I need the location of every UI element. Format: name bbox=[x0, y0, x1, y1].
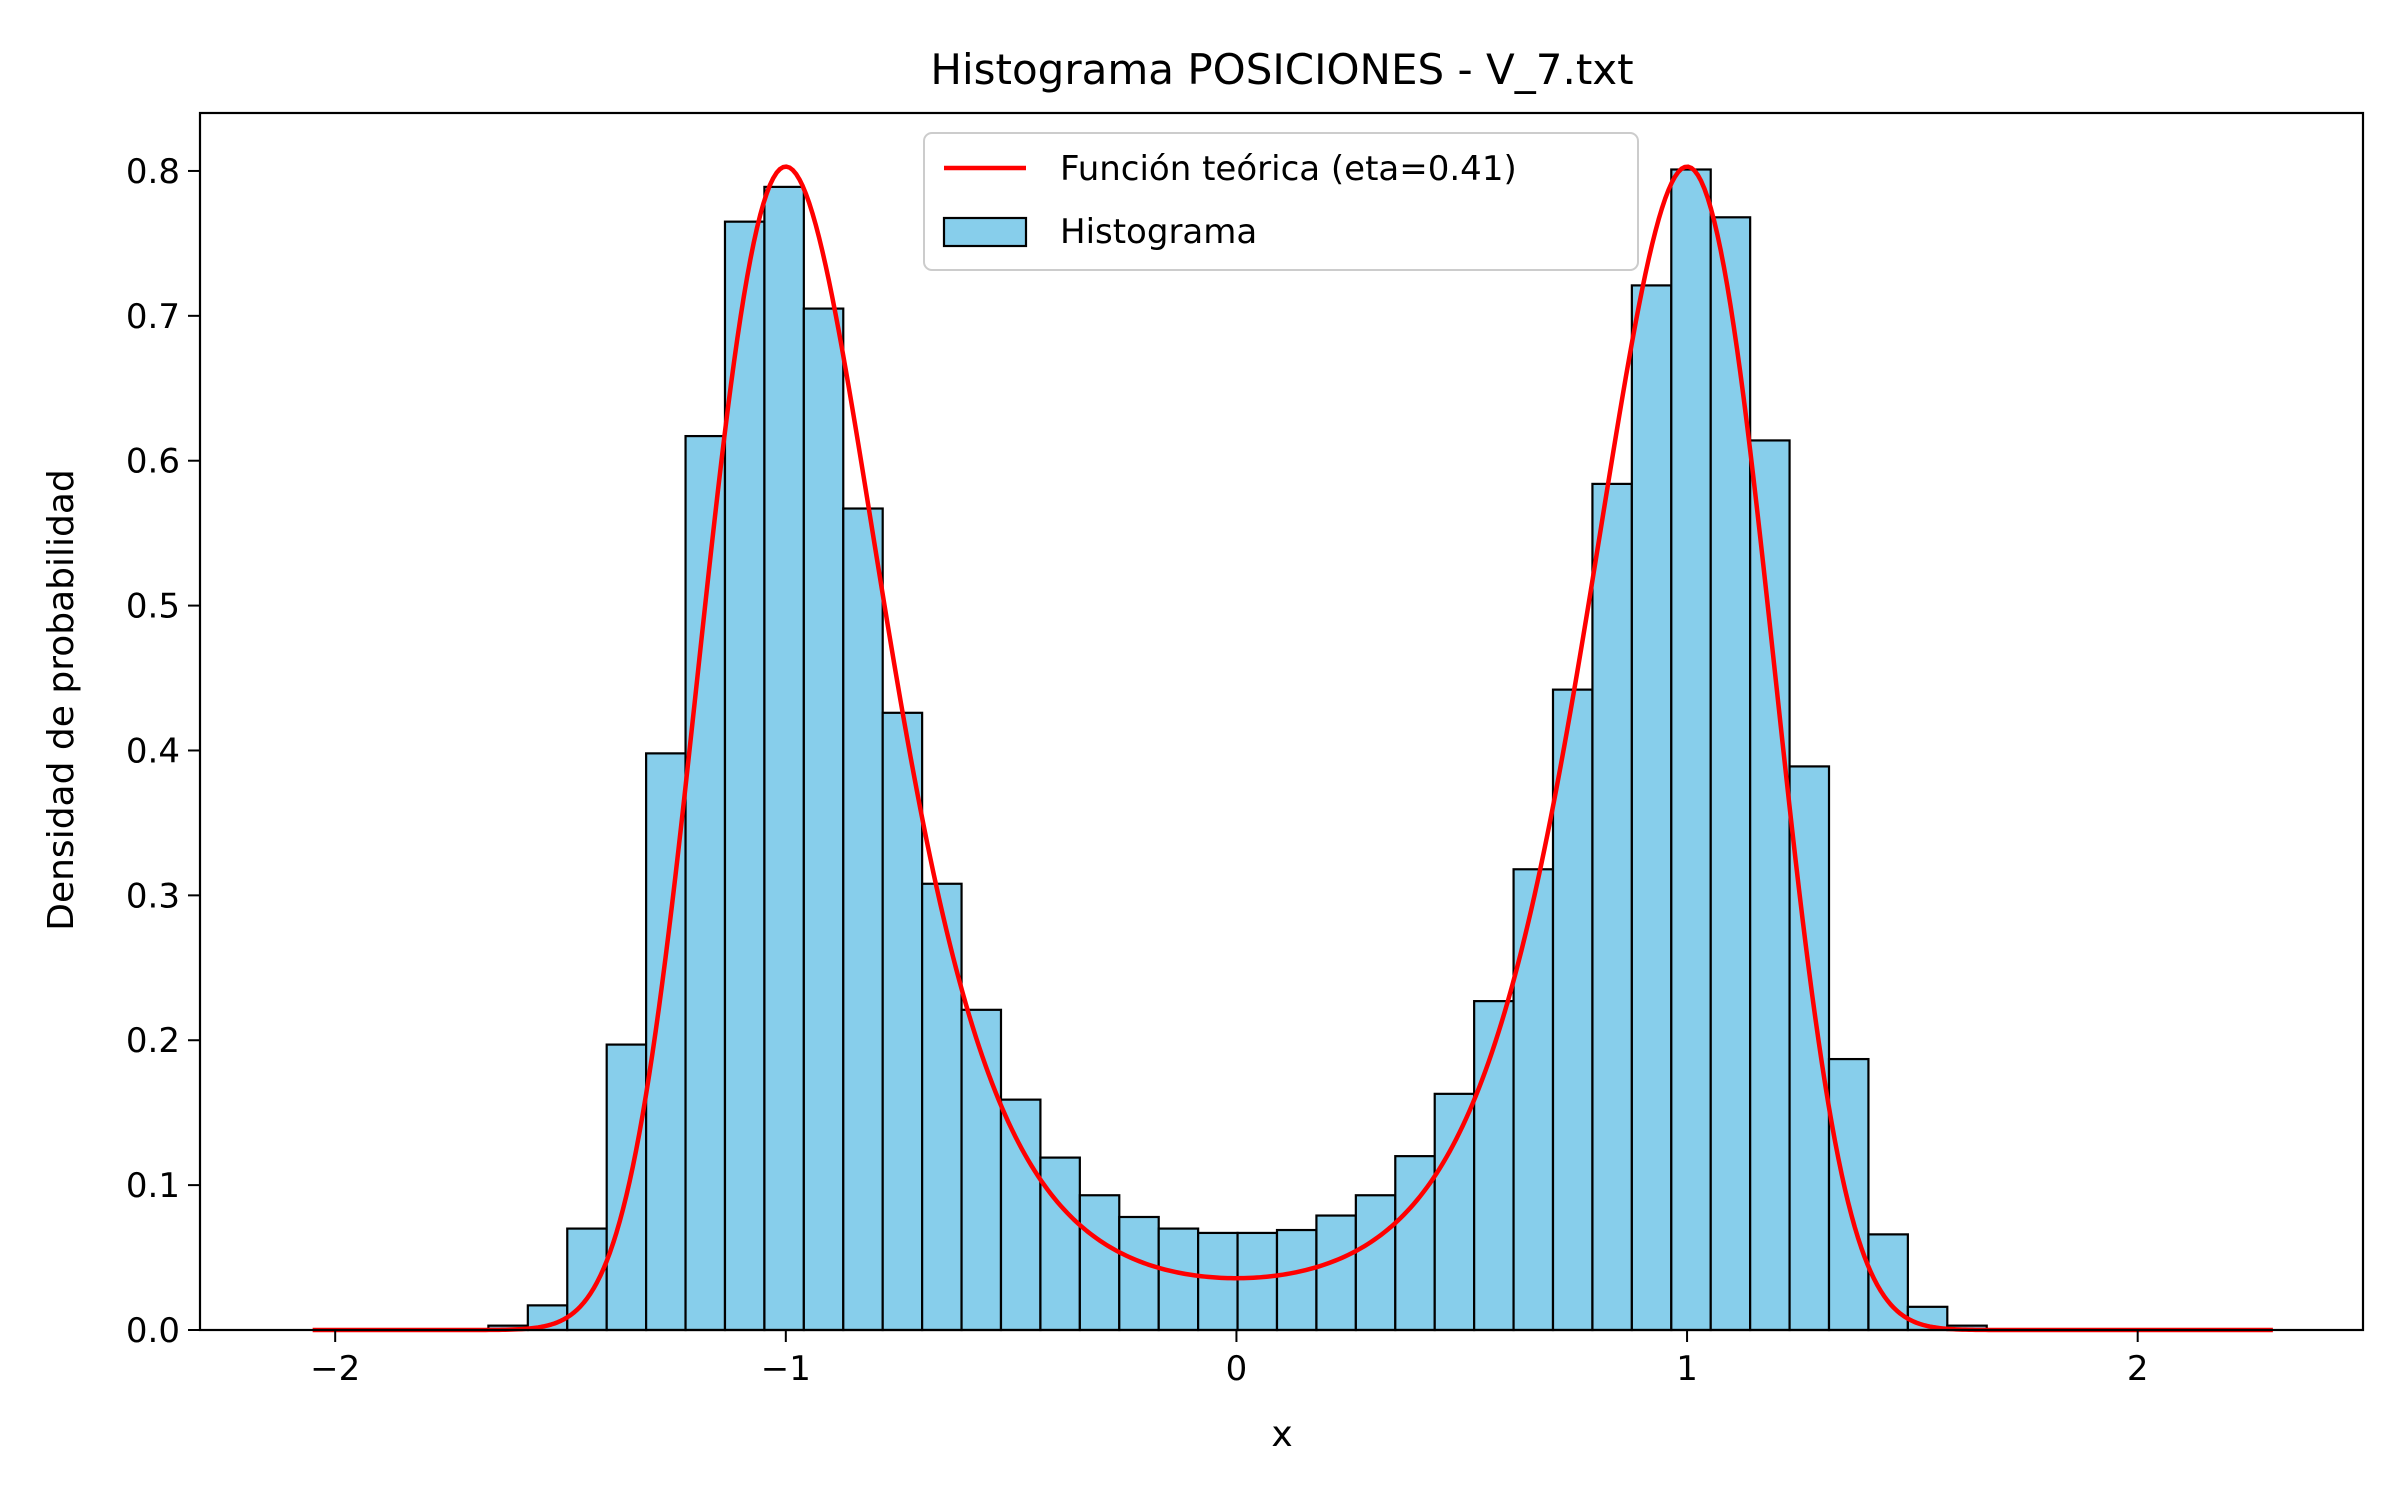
x-axis-ticks: −2 −1 0 1 2 bbox=[310, 1330, 2149, 1389]
y-tick-label: 0.3 bbox=[126, 876, 180, 916]
x-tick-label: −2 bbox=[310, 1349, 360, 1389]
y-tick-label: 0.5 bbox=[126, 587, 180, 627]
x-tick-label: 2 bbox=[2127, 1349, 2149, 1389]
plot-frame bbox=[198, 111, 2365, 1332]
histogram-bar bbox=[1118, 1215, 1160, 1332]
histogram-bar bbox=[802, 307, 845, 1332]
histogram-bar bbox=[1275, 1228, 1318, 1332]
histogram-bar bbox=[1078, 1194, 1121, 1332]
theoretical-curve bbox=[312, 164, 2273, 1333]
histogram-bar bbox=[1315, 1214, 1357, 1332]
histogram-bar bbox=[921, 882, 963, 1332]
histogram-bar bbox=[1236, 1231, 1279, 1332]
histogram-bar bbox=[1512, 868, 1555, 1332]
histogram-bar bbox=[1551, 688, 1594, 1332]
y-tick-label: 0.1 bbox=[126, 1166, 180, 1206]
histogram-bar bbox=[960, 1008, 1003, 1332]
histogram-bar bbox=[1039, 1156, 1081, 1332]
histogram-bar bbox=[1197, 1231, 1239, 1332]
x-tick-label: −1 bbox=[761, 1349, 811, 1389]
x-axis-label: x bbox=[1271, 1414, 1292, 1455]
y-tick-label: 0.7 bbox=[126, 297, 180, 337]
x-tick-label: 1 bbox=[1676, 1349, 1698, 1389]
legend-box bbox=[923, 132, 1639, 271]
y-tick-label: 0.2 bbox=[126, 1021, 180, 1061]
y-tick-label: 0.0 bbox=[126, 1311, 180, 1351]
x-tick-label: 0 bbox=[1226, 1349, 1248, 1389]
histogram-bar bbox=[1630, 284, 1673, 1332]
legend-hist-swatch bbox=[942, 216, 1028, 248]
histogram-bars bbox=[487, 168, 1988, 1332]
histogram-bar bbox=[1473, 1000, 1515, 1332]
histogram-bar bbox=[1591, 482, 1633, 1332]
histogram-bar bbox=[1670, 168, 1712, 1332]
legend-line-label: Función teórica (eta=0.41) bbox=[1060, 149, 1517, 189]
y-tick-label: 0.8 bbox=[126, 152, 180, 192]
histogram-bar bbox=[881, 711, 924, 1332]
legend: Función teórica (eta=0.41) Histograma bbox=[923, 132, 1639, 271]
histogram-bar bbox=[999, 1098, 1042, 1332]
y-axis-label: Densidad de probabilidad bbox=[41, 469, 82, 931]
histogram-bar bbox=[1827, 1057, 1870, 1332]
histogram-bar bbox=[1157, 1227, 1200, 1332]
histogram-bar bbox=[842, 507, 884, 1332]
histogram-bar bbox=[763, 185, 805, 1332]
histogram-bar bbox=[1433, 1092, 1476, 1332]
histogram-bar bbox=[1749, 439, 1791, 1332]
y-axis-ticks: 0.0 0.1 0.2 0.3 0.4 0.5 0.6 0.7 0.8 bbox=[126, 152, 200, 1351]
chart-title: Histograma POSICIONES - V_7.txt bbox=[930, 45, 1633, 94]
y-tick-label: 0.6 bbox=[126, 442, 180, 482]
histogram-bar bbox=[684, 434, 727, 1332]
legend-hist-label: Histograma bbox=[1060, 212, 1257, 252]
histogram-bar bbox=[1354, 1194, 1397, 1332]
theoretical-curve-layer bbox=[312, 164, 2273, 1333]
histogram-bar bbox=[1709, 216, 1752, 1332]
y-tick-label: 0.4 bbox=[126, 731, 180, 771]
